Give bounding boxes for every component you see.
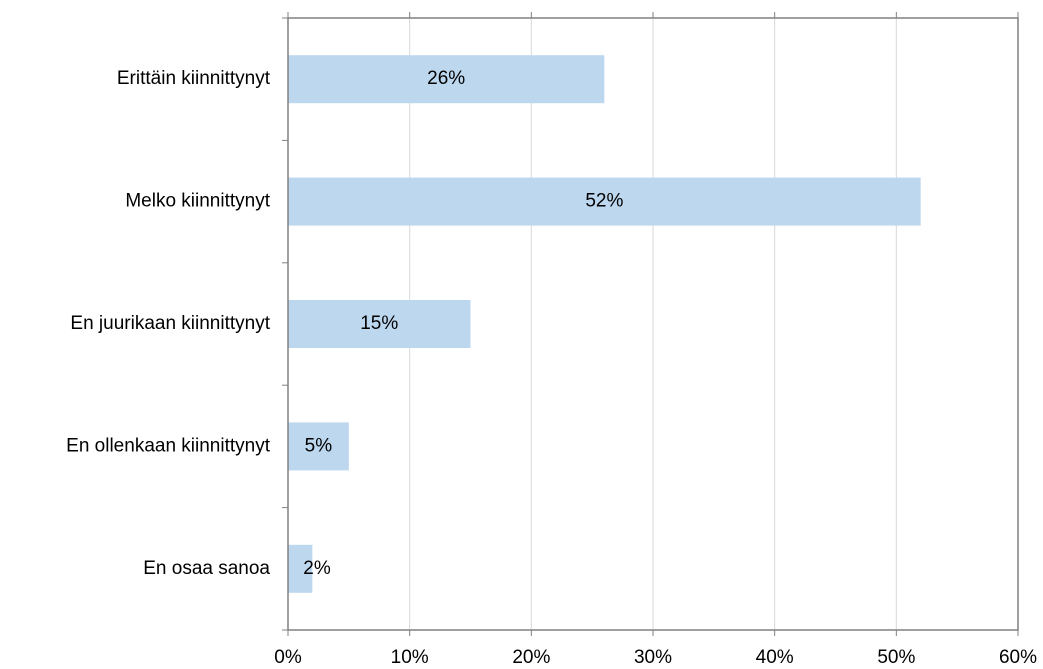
bar — [288, 177, 921, 226]
data-label: 5% — [305, 435, 333, 456]
plot-frame — [287, 17, 1019, 631]
x-tick-label: 50% — [877, 647, 915, 668]
category-label: En osaa sanoa — [143, 558, 270, 579]
x-tick-label: 60% — [999, 647, 1037, 668]
category-label: Melko kiinnittynyt — [125, 191, 270, 212]
x-tick-label: 20% — [512, 647, 550, 668]
x-tick-label: 40% — [756, 647, 794, 668]
data-label: 26% — [427, 68, 465, 89]
x-tick-label: 0% — [274, 647, 302, 668]
data-label: 2% — [303, 558, 331, 579]
bar — [288, 300, 471, 348]
x-tick-label: 30% — [634, 647, 672, 668]
x-tick-label: 10% — [391, 647, 429, 668]
bar — [288, 422, 349, 471]
category-label: Erittäin kiinnittynyt — [117, 68, 271, 89]
data-label: 52% — [585, 191, 623, 212]
category-label: En ollenkaan kiinnittynyt — [66, 435, 271, 456]
data-label: 15% — [360, 313, 398, 334]
bar — [288, 544, 313, 593]
category-label: En juurikaan kiinnittynyt — [70, 313, 270, 334]
bar — [288, 55, 605, 104]
